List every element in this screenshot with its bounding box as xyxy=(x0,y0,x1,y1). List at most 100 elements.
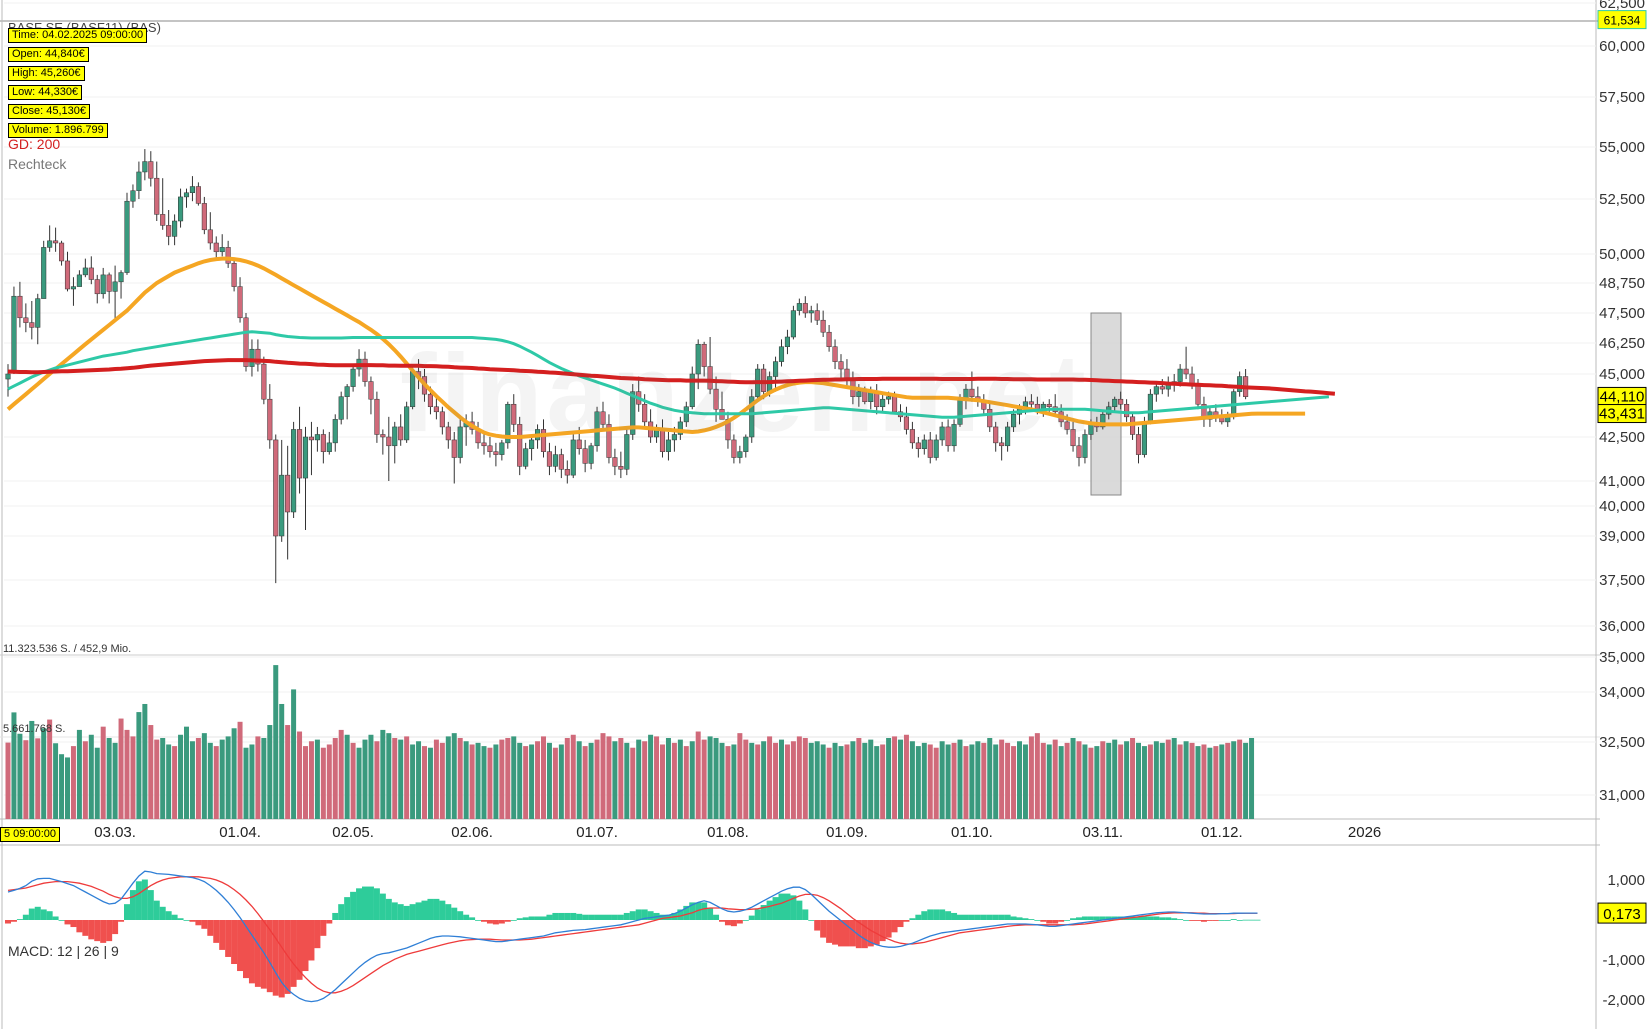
volume-bar xyxy=(380,729,386,819)
macd-histogram-bar xyxy=(385,898,392,920)
candle-body xyxy=(374,398,380,435)
volume-bar xyxy=(564,738,570,819)
volume-bar xyxy=(832,742,838,819)
time-tick-label: 01.07. xyxy=(576,824,618,841)
volume-bar xyxy=(1201,744,1207,819)
macd-histogram-bar xyxy=(576,913,583,920)
volume-bar xyxy=(594,739,600,819)
candle-body xyxy=(273,439,279,537)
macd-histogram-bar xyxy=(88,920,95,940)
volume-bar xyxy=(1076,741,1082,819)
gd200-label: GD: 200 xyxy=(8,136,61,152)
volume-bar xyxy=(1195,746,1201,819)
volume-bar xyxy=(314,739,320,819)
candle-body xyxy=(23,317,29,323)
candle-body xyxy=(826,331,832,347)
macd-histogram-bar xyxy=(451,907,458,920)
macd-histogram-bar xyxy=(46,911,53,920)
volume-bar xyxy=(630,747,636,819)
volume-bar xyxy=(41,728,47,819)
volume-bar xyxy=(219,739,225,819)
volume-bar xyxy=(541,736,546,819)
volume-bar xyxy=(53,743,59,819)
macd-histogram-bar xyxy=(379,893,386,920)
candle-body xyxy=(606,424,612,458)
macd-histogram-bar xyxy=(766,900,773,920)
volume-bar xyxy=(1141,746,1147,819)
macd-histogram-bar xyxy=(891,920,898,933)
macd-histogram-bar xyxy=(498,920,505,924)
volume-bar xyxy=(773,742,779,819)
macd-histogram-bar xyxy=(1195,920,1201,921)
candle-body xyxy=(993,426,999,444)
macd-histogram-bar xyxy=(790,895,797,920)
volume-bar xyxy=(136,712,142,819)
time-tick-label: 03.11. xyxy=(1083,824,1124,841)
candle-body xyxy=(1100,414,1106,428)
candle-body xyxy=(106,274,112,292)
macd-label: MACD: 12 | 26 | 9 xyxy=(8,943,119,959)
volume-bar xyxy=(570,734,576,819)
candle-body xyxy=(41,247,47,299)
candle-body xyxy=(148,161,154,179)
volume-bar xyxy=(457,738,463,819)
macd-histogram-bar xyxy=(1064,920,1071,921)
price-tick-label: 62,500 xyxy=(1599,0,1645,12)
candle-body xyxy=(255,348,261,365)
volume-bar xyxy=(701,739,707,819)
volume-bar xyxy=(70,746,76,819)
volume-bar xyxy=(273,665,279,819)
macd-histogram-bar xyxy=(260,920,267,989)
price-tick-label: 46,250 xyxy=(1599,335,1645,352)
price-tick-label: 31,000 xyxy=(1599,787,1645,804)
candle-body xyxy=(808,310,814,314)
candle-body xyxy=(927,439,933,458)
macd-histogram-bar xyxy=(617,914,624,920)
price-tick-label: 42,500 xyxy=(1599,429,1645,446)
volume-bar xyxy=(1249,738,1255,819)
macd-histogram-bar xyxy=(546,914,553,920)
macd-histogram-bar xyxy=(760,905,767,920)
macd-histogram-bar xyxy=(600,914,606,920)
volume-bar xyxy=(35,738,41,819)
time-tick-label: 02.05. xyxy=(332,824,374,841)
candle-body xyxy=(493,451,499,455)
macd-histogram-bar xyxy=(1224,920,1231,921)
macd-histogram-bar xyxy=(445,904,452,920)
macd-histogram-bar xyxy=(1141,916,1148,920)
candle-body xyxy=(338,396,344,420)
candle-body xyxy=(17,295,23,319)
volume-bar xyxy=(76,729,82,819)
macd-histogram-bar xyxy=(248,920,255,984)
candle-body xyxy=(207,229,213,244)
macd-histogram-bar xyxy=(82,920,89,936)
volume-bar xyxy=(445,736,451,819)
candle-body xyxy=(582,448,588,464)
volume-bar xyxy=(1011,746,1017,819)
candle-body xyxy=(47,240,53,248)
volume-bar xyxy=(511,736,517,819)
candle-body xyxy=(778,346,785,362)
volume-bar xyxy=(249,744,255,819)
macd-histogram-bar xyxy=(1081,916,1088,920)
candle-body xyxy=(142,161,148,173)
volume-bar xyxy=(695,731,701,819)
candle-body xyxy=(427,393,433,408)
macd-histogram-bar xyxy=(1058,920,1065,922)
macd-histogram-bar xyxy=(272,920,279,996)
volume-bar xyxy=(130,736,136,819)
macd-histogram-bar xyxy=(433,898,440,920)
macd-histogram-bar xyxy=(171,914,178,920)
info-time: Time: 04.02.2025 09:00:00 xyxy=(8,28,148,43)
macd-histogram-bar xyxy=(635,909,642,920)
macd-histogram-bar xyxy=(611,914,618,920)
macd-histogram-bar xyxy=(231,920,238,964)
volume-bar xyxy=(981,742,987,819)
macd-histogram-bar xyxy=(713,914,720,920)
volume-bar xyxy=(582,746,588,819)
candle-body xyxy=(671,434,677,441)
volume-bar xyxy=(178,734,184,819)
volume-bar xyxy=(142,703,148,819)
